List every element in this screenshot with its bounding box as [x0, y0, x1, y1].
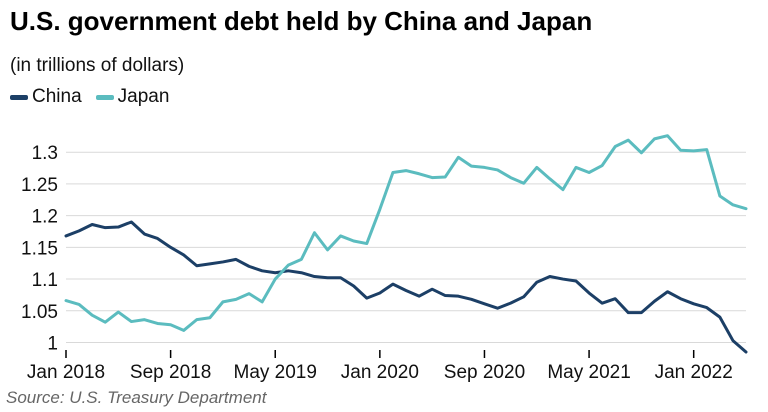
x-tick-label: May 2019: [234, 362, 317, 383]
y-tick-label: 1.2: [32, 207, 58, 228]
y-tick-label: 1.3: [32, 143, 58, 164]
y-tick-label: 1.15: [21, 238, 58, 259]
legend: China Japan: [10, 86, 183, 108]
legend-item-japan: Japan: [95, 86, 170, 108]
legend-item-china: China: [10, 86, 82, 108]
y-tick-label: 1: [47, 333, 58, 354]
y-tick-label: 1.25: [21, 175, 58, 196]
series-lines: [64, 134, 748, 354]
legend-swatch-china: [10, 94, 28, 100]
y-axis-labels: 1 1.05 1.1 1.15 1.2 1.25 1.3: [21, 143, 58, 354]
source-note: Source: U.S. Treasury Department: [6, 388, 267, 407]
x-tick-label: Jan 2022: [655, 362, 733, 383]
x-tick-label: May 2021: [547, 362, 630, 383]
legend-swatch-japan: [95, 94, 114, 100]
x-tick-label: Jan 2020: [341, 362, 419, 383]
grid-lines: [66, 151, 746, 343]
x-tick-label: Jan 2018: [27, 362, 105, 383]
legend-label-china: China: [32, 86, 82, 107]
x-axis-labels: Jan 2018 Sep 2018 May 2019 Jan 2020 Sep 2020…: [27, 362, 733, 383]
series-line-china: [64, 220, 748, 354]
chart-subtitle: (in trillions of dollars): [10, 55, 185, 76]
series-line-japan: [64, 134, 748, 332]
x-axis-ticks: [65, 350, 695, 358]
chart-title: U.S. government debt held by China and J…: [10, 6, 593, 36]
x-tick-label: Sep 2018: [130, 362, 211, 383]
y-tick-label: 1.05: [21, 302, 58, 323]
legend-label-japan: Japan: [117, 86, 170, 107]
y-tick-label: 1.1: [32, 270, 58, 291]
x-tick-label: Sep 2020: [444, 362, 525, 383]
